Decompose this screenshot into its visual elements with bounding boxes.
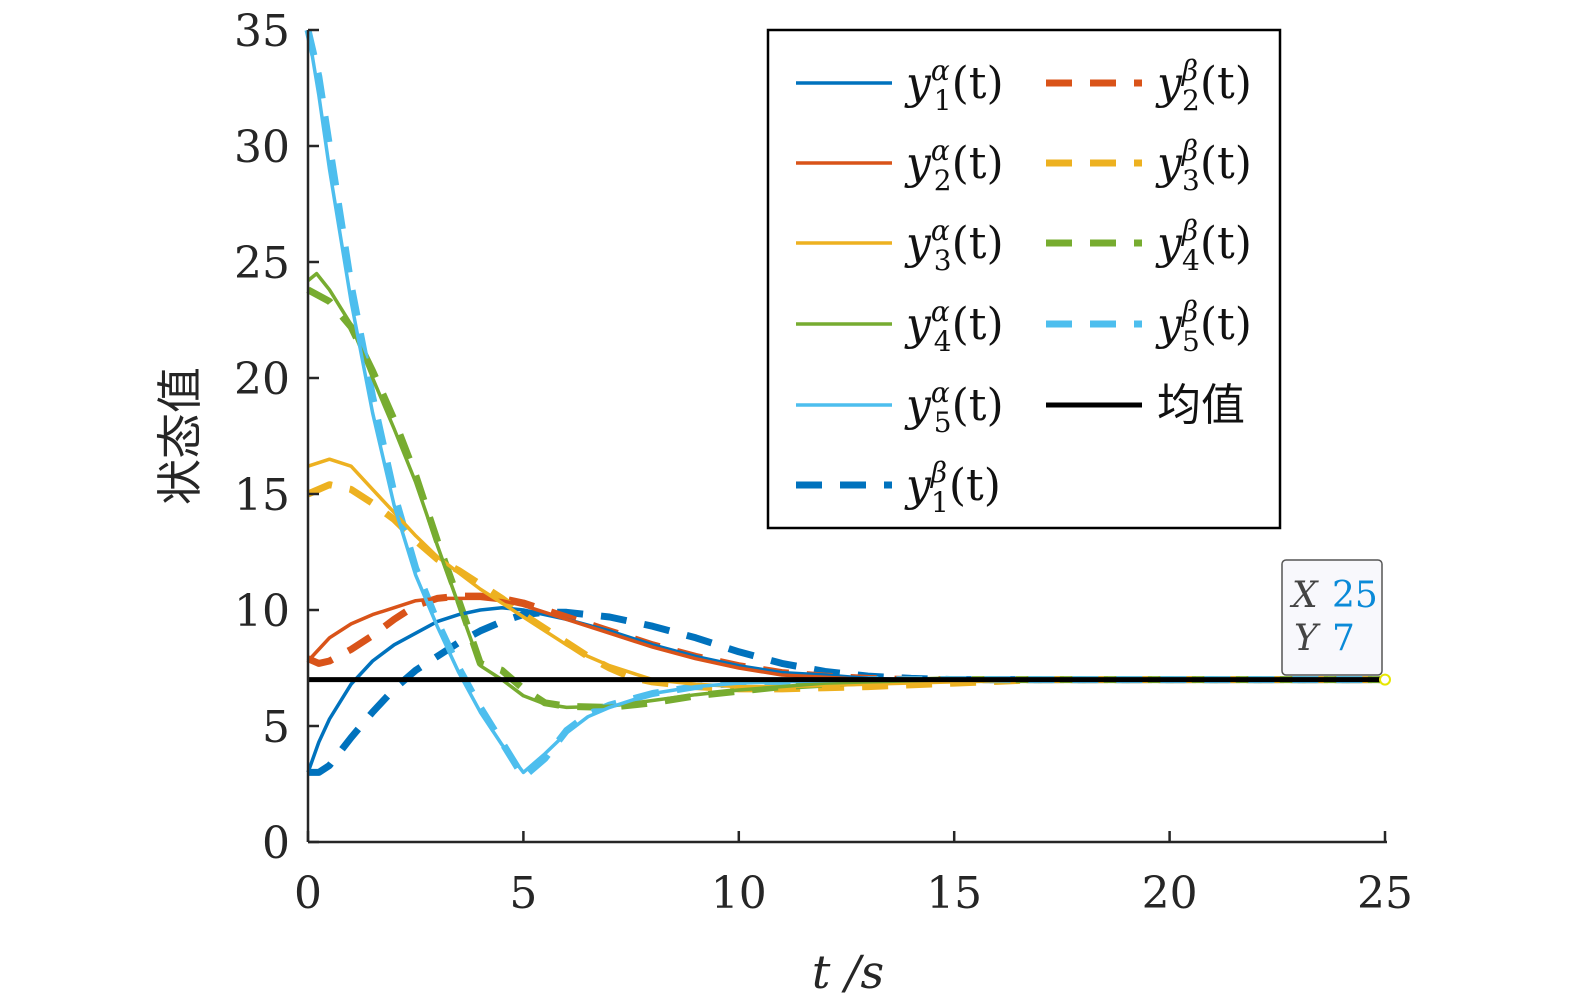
legend-item-4[interactable]: yα 5(t) <box>796 376 1004 439</box>
datatip-box <box>1281 559 1383 676</box>
legend-label: yβ 5(t) <box>1155 295 1252 358</box>
datatip-x-label: X <box>1289 575 1319 616</box>
series-line-2 <box>307 457 1385 689</box>
x-tick-label: 0 <box>294 868 322 919</box>
x-axis-label: t /s <box>812 945 884 999</box>
legend-item-10[interactable]: 均值 <box>1046 380 1245 431</box>
datatip-marker[interactable] <box>1379 673 1391 686</box>
x-tick-label: 5 <box>509 868 537 919</box>
legend-label: yα 5(t) <box>904 376 1004 439</box>
legend-label: yβ 1(t) <box>904 456 1001 519</box>
datatip-x-value: 25 <box>1332 575 1378 616</box>
legend-items: yα 1(t) yα 2(t) yα 3(t) yα 4(t) yα 5(t) yβ 1(t) yβ 2(… <box>796 54 1252 519</box>
ticks: 0 5 10 15 20 25 0 5 10 15 20 25 30 35 <box>234 6 1413 919</box>
legend-item-5[interactable]: yβ 1(t) <box>796 456 1001 519</box>
datatip-y-label: Y <box>1294 618 1321 659</box>
legend-item-3[interactable]: yα 4(t) <box>796 295 1004 358</box>
legend-label: yα 3(t) <box>904 214 1004 277</box>
y-tick-label: 10 <box>234 586 290 637</box>
legend-item-7[interactable]: yβ 3(t) <box>1046 134 1252 197</box>
x-tick-label: 20 <box>1142 868 1198 919</box>
legend-item-1[interactable]: yα 2(t) <box>796 134 1004 197</box>
legend-item-8[interactable]: yβ 4(t) <box>1046 214 1252 277</box>
axes <box>306 30 1387 844</box>
y-tick-label: 25 <box>234 238 290 289</box>
legend-label: yα 2(t) <box>904 134 1004 197</box>
x-tick-label: 25 <box>1357 868 1413 919</box>
legend-item-2[interactable]: yα 3(t) <box>796 214 1004 277</box>
legend-label: 均值 <box>1157 380 1245 431</box>
legend-item-9[interactable]: yβ 5(t) <box>1046 295 1252 358</box>
datatip-y-value: 7 <box>1332 618 1355 659</box>
legend-label: yβ 2(t) <box>1155 54 1252 117</box>
legend-label: yβ 4(t) <box>1155 214 1252 277</box>
y-tick-label: 15 <box>234 470 290 521</box>
legend-label: yβ 3(t) <box>1155 134 1252 197</box>
y-tick-label: 5 <box>262 702 290 753</box>
legend-item-0[interactable]: yα 1(t) <box>796 54 1004 117</box>
y-tick-label: 30 <box>234 122 290 173</box>
legend-label: yα 1(t) <box>904 54 1004 117</box>
datatip[interactable]: X 25 Y 7 <box>1281 559 1391 686</box>
x-tick-label: 10 <box>711 868 767 919</box>
y-tick-label: 0 <box>262 818 290 869</box>
legend: yα 1(t) yα 2(t) yα 3(t) yα 4(t) yα 5(t) yβ 1(t) yβ 2(… <box>766 28 1282 530</box>
y-tick-label: 20 <box>234 354 290 405</box>
legend-label: yα 4(t) <box>904 295 1004 358</box>
y-tick-label: 35 <box>234 6 290 57</box>
legend-box <box>766 28 1282 530</box>
x-tick-label: 15 <box>926 868 982 919</box>
legend-item-6[interactable]: yβ 2(t) <box>1046 54 1252 117</box>
y-axis-label: 状态值 <box>153 367 207 505</box>
series-layer <box>304 29 1385 781</box>
